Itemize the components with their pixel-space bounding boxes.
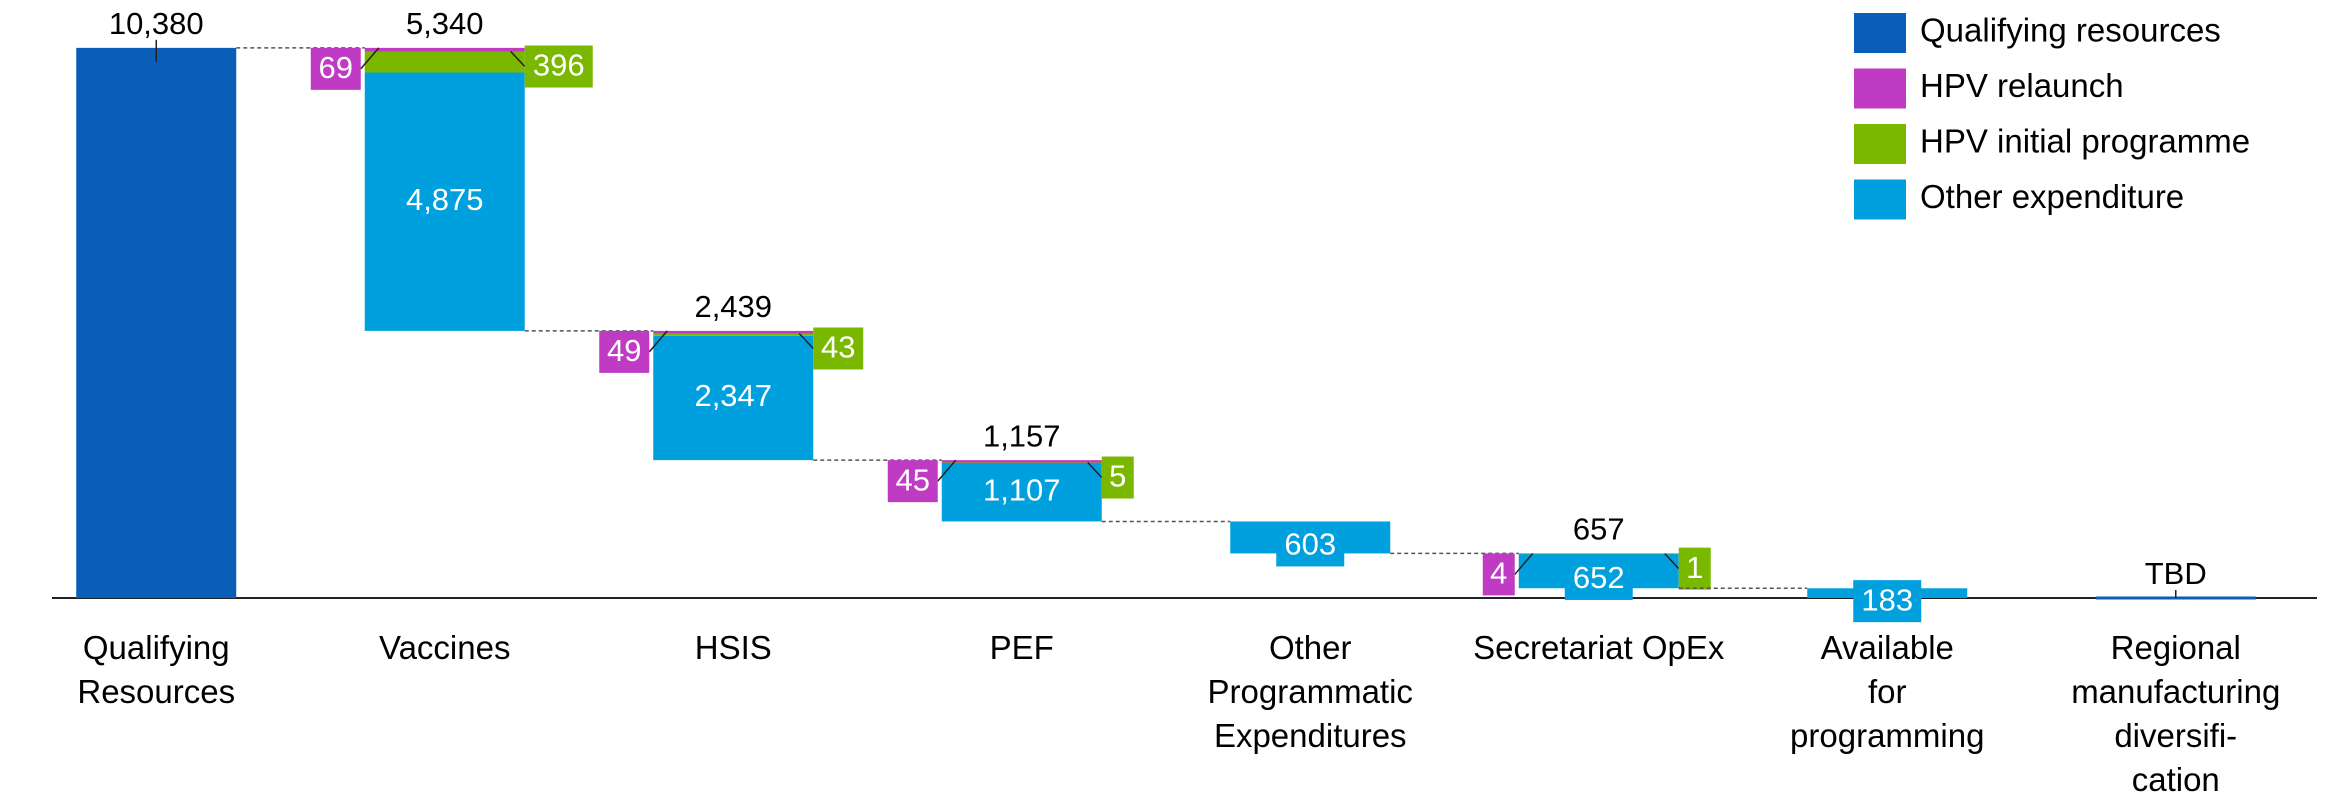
value-label: 652 bbox=[1573, 560, 1625, 595]
bar-segment bbox=[1518, 553, 1679, 554]
total-label: 2,439 bbox=[694, 289, 772, 324]
value-label: 49 bbox=[607, 333, 641, 368]
total-label: TBD bbox=[2145, 556, 2207, 591]
leader-line bbox=[648, 330, 668, 353]
value-label: 5 bbox=[1109, 459, 1126, 494]
leader-line bbox=[798, 332, 814, 349]
value-label: 4 bbox=[1490, 556, 1507, 591]
label-box bbox=[1482, 553, 1515, 596]
legend-label: HPV relaunch bbox=[1920, 67, 2124, 104]
value-label: 183 bbox=[1861, 582, 1913, 617]
label-box bbox=[887, 460, 938, 503]
leader-line bbox=[360, 47, 380, 70]
total-label: 657 bbox=[1573, 512, 1625, 547]
leader-line bbox=[937, 459, 957, 482]
value-label: 603 bbox=[1284, 527, 1336, 562]
value-label: 2,347 bbox=[694, 378, 772, 413]
x-tick-label: Secretariat OpEx bbox=[1473, 629, 1725, 666]
bar-segment bbox=[653, 333, 814, 336]
label-box bbox=[1101, 456, 1134, 499]
bar-segment bbox=[653, 335, 814, 461]
legend-swatch bbox=[1854, 13, 1906, 53]
value-label: 1 bbox=[1686, 550, 1703, 585]
label-box bbox=[1678, 547, 1711, 590]
label-box bbox=[1853, 580, 1922, 623]
label-box bbox=[524, 45, 593, 88]
leader-line bbox=[1664, 553, 1680, 570]
bar-segment bbox=[941, 462, 1102, 522]
value-label: 4,875 bbox=[406, 182, 484, 217]
bar-segment bbox=[364, 72, 525, 331]
total-label: 1,157 bbox=[983, 418, 1061, 453]
bar-segment bbox=[76, 47, 237, 599]
x-tick-label: Other Programmatic Expenditures bbox=[1207, 629, 1413, 754]
bar-segment bbox=[941, 462, 1102, 464]
value-label: 396 bbox=[533, 48, 585, 83]
x-tick-label: PEF bbox=[989, 629, 1054, 666]
x-tick-label: Regional manufacturing diversifi- cation bbox=[2071, 629, 2281, 798]
label-box bbox=[310, 47, 361, 90]
x-tick-label: Available for programming bbox=[1790, 629, 1985, 754]
legend-label: HPV initial programme bbox=[1920, 123, 2250, 160]
x-tick-label: Qualifying Resources bbox=[77, 629, 236, 710]
value-label: 45 bbox=[896, 462, 930, 497]
bar-segment bbox=[941, 460, 1102, 463]
legend-label: Other expenditure bbox=[1920, 178, 2184, 215]
bar-segment bbox=[653, 330, 814, 334]
label-box bbox=[813, 327, 864, 370]
legend-label: Qualifying resources bbox=[1920, 12, 2221, 49]
value-label: 43 bbox=[821, 330, 855, 365]
leader-line bbox=[1514, 552, 1534, 575]
bar-segment bbox=[364, 51, 525, 73]
leader-line bbox=[1087, 462, 1103, 479]
value-label: 1,107 bbox=[983, 472, 1061, 507]
x-tick-label: HSIS bbox=[694, 629, 772, 666]
total-label: 5,340 bbox=[406, 6, 484, 41]
legend-swatch bbox=[1854, 179, 1906, 220]
x-tick-label: Vaccines bbox=[379, 629, 511, 666]
bar-segment bbox=[364, 47, 525, 52]
label-box bbox=[1276, 524, 1345, 567]
label-box bbox=[599, 330, 650, 373]
value-label: 69 bbox=[319, 50, 353, 85]
legend-swatch bbox=[1854, 68, 1906, 109]
leader-line bbox=[510, 51, 526, 68]
label-box bbox=[1564, 557, 1633, 600]
value-label: 10,380 bbox=[109, 6, 204, 41]
legend-swatch bbox=[1854, 124, 1906, 164]
